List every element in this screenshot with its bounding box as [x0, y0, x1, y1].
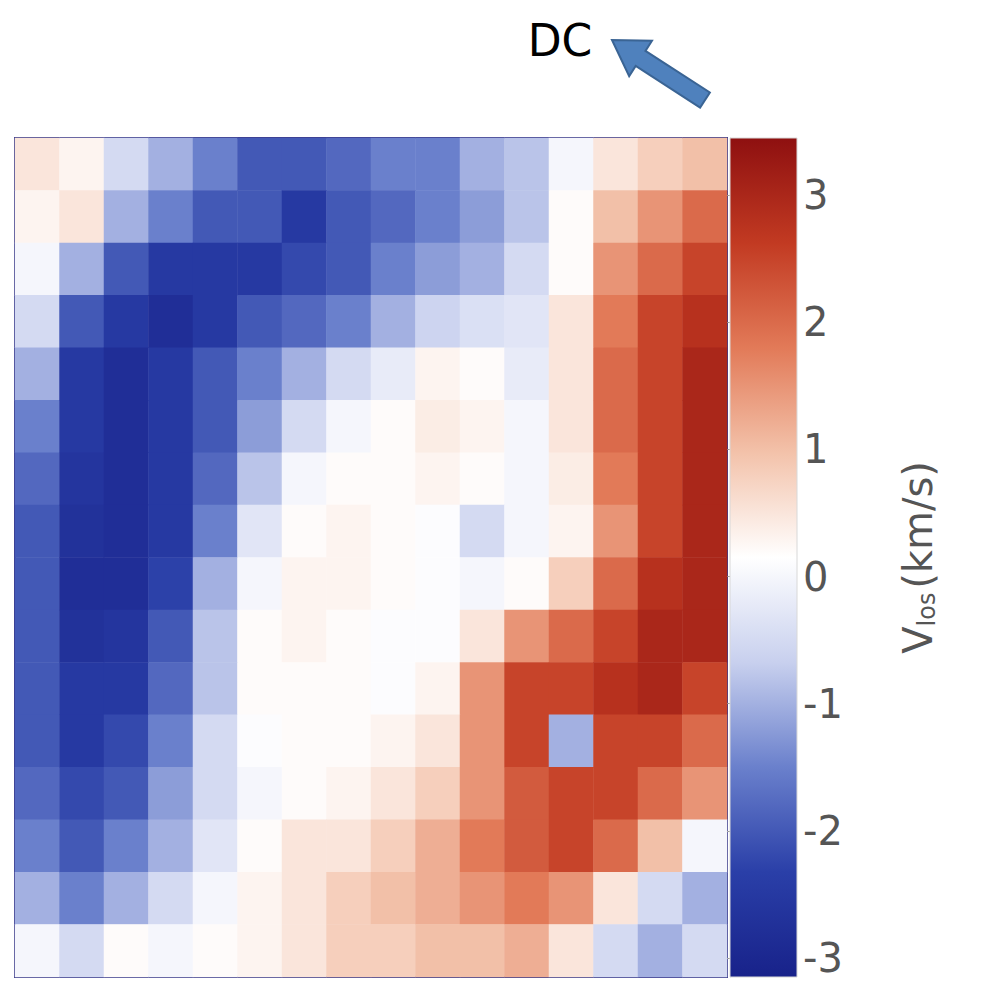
svg-text:DC: DC — [528, 15, 593, 66]
svg-text:(km/s): (km/s) — [895, 461, 941, 589]
svg-text:los: los — [913, 593, 941, 627]
svg-text:1: 1 — [803, 426, 828, 472]
svg-text:3: 3 — [803, 172, 828, 218]
svg-text:-3: -3 — [803, 935, 843, 981]
svg-text:-2: -2 — [803, 808, 843, 854]
svg-text:-1: -1 — [803, 681, 843, 727]
svg-text:V: V — [895, 626, 941, 654]
svg-text:2: 2 — [803, 299, 828, 345]
svg-text:0: 0 — [803, 554, 828, 600]
